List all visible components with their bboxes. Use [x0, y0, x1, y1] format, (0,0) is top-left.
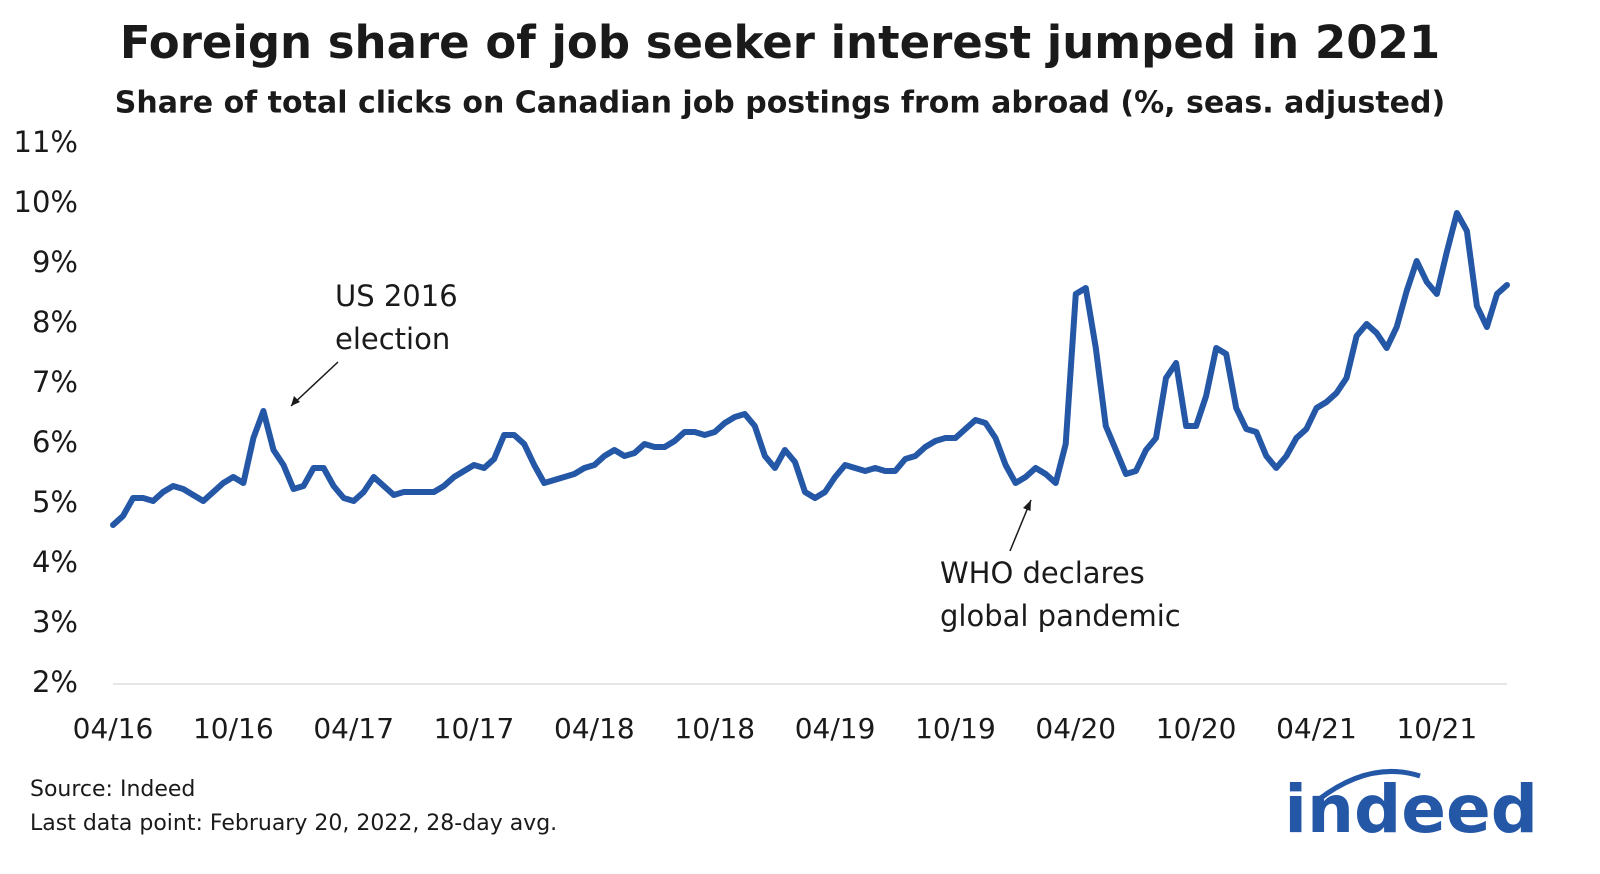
annotation: US 2016: [335, 279, 458, 313]
y-tick-label: 8%: [32, 305, 78, 339]
y-tick-label: 7%: [32, 365, 78, 399]
annotation: election: [335, 322, 450, 356]
y-tick-label: 10%: [14, 185, 78, 219]
line: [110, 210, 1510, 528]
x-tick-label: 10/16: [193, 712, 274, 745]
x-tick-label: 04/17: [313, 712, 394, 745]
logo-arc: [1316, 768, 1421, 802]
x-tick-label: 10/21: [1396, 712, 1477, 745]
annotation: WHO declares: [940, 556, 1145, 590]
x-tick-label: 04/16: [73, 712, 154, 745]
y-tick-label: 5%: [32, 485, 78, 519]
annotation: global pandemic: [940, 599, 1181, 633]
y-tick-label: 4%: [32, 545, 78, 579]
y-tick-label: 11%: [14, 125, 78, 159]
y-tick-label: 6%: [32, 425, 78, 459]
x-tick-label: 10/19: [915, 712, 996, 745]
y-tick-label: 2%: [32, 665, 78, 699]
annotation-arrow: [290, 361, 339, 407]
y-tick-label: 3%: [32, 605, 78, 639]
x-tick-label: 04/19: [795, 712, 876, 745]
annotation-arrowhead: [291, 396, 300, 406]
chart-title: Foreign share of job seeker interest jum…: [120, 16, 1440, 69]
x-tick-label: 10/18: [674, 712, 755, 745]
x-tick-label: 04/18: [554, 712, 635, 745]
logo: indeed: [1284, 771, 1538, 848]
x-tick-label: 10/17: [434, 712, 515, 745]
annotation-arrowhead: [1023, 500, 1031, 511]
chart-subtitle: Share of total clicks on Canadian job po…: [115, 86, 1445, 121]
source: Source: Indeed: [30, 777, 195, 802]
y-tick-label: 9%: [32, 245, 78, 279]
x-tick-label: 10/20: [1156, 712, 1237, 745]
note: Last data point: February 20, 2022, 28-d…: [30, 811, 557, 836]
x-tick-label: 04/21: [1276, 712, 1357, 745]
x-tick-label: 04/20: [1035, 712, 1116, 745]
